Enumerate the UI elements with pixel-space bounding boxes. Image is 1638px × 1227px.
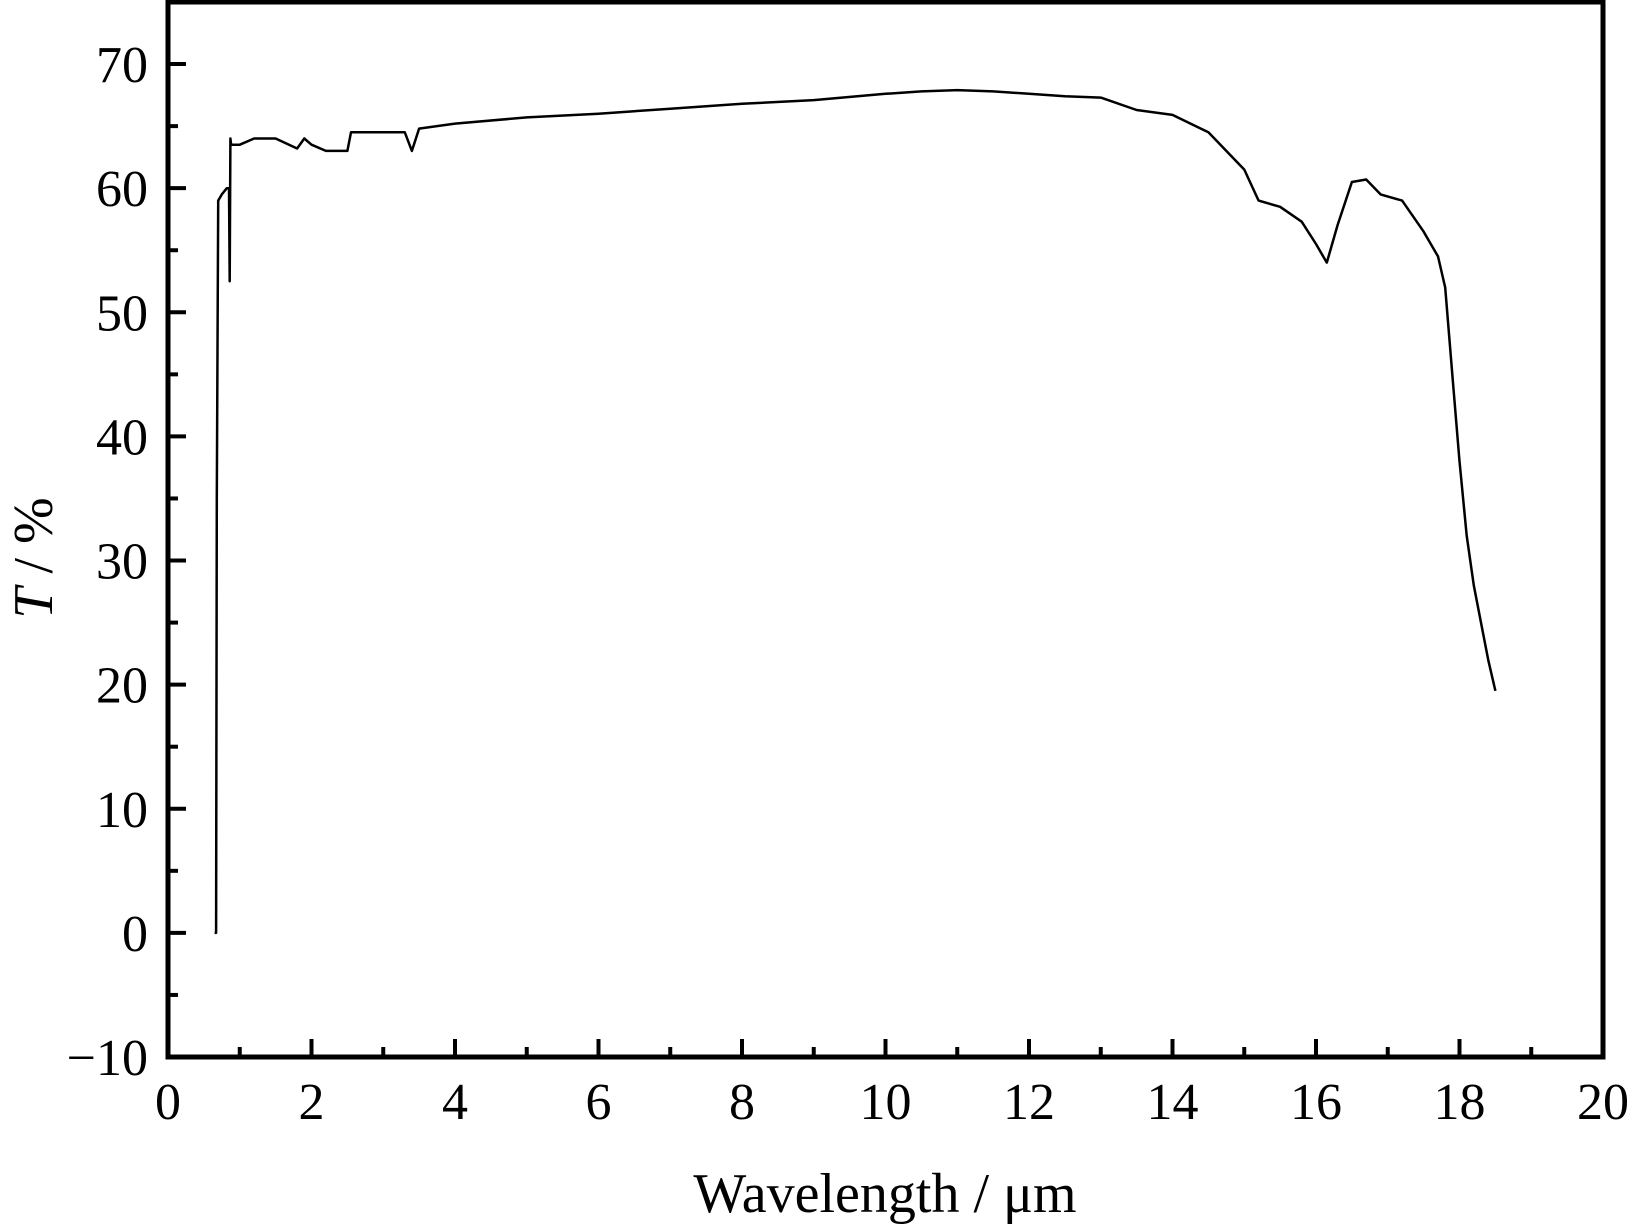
x-tick-label: 16 — [1290, 1074, 1342, 1131]
y-tick-label: 70 — [96, 37, 148, 94]
plot-area — [214, 88, 1497, 935]
x-axis-title: Wavelength / μm — [693, 1163, 1076, 1225]
y-axis: −10 0 10 20 30 40 50 60 70 — [67, 37, 186, 1087]
plot-frame — [165, 0, 1606, 1060]
x-tick-label: 20 — [1577, 1074, 1629, 1131]
x-tick-label: 0 — [155, 1074, 181, 1131]
y-tick-label: 0 — [122, 906, 148, 963]
y-tick-label: 10 — [96, 782, 148, 839]
x-tick-label: 12 — [1003, 1074, 1055, 1131]
x-tick-label: 6 — [586, 1074, 612, 1131]
y-tick-label: −10 — [67, 1030, 148, 1087]
x-tick-label: 2 — [299, 1074, 325, 1131]
x-tick-label: 8 — [729, 1074, 755, 1131]
y-axis-title-symbol: T — [3, 584, 65, 619]
x-tick-label: 4 — [442, 1074, 468, 1131]
y-axis-title: T / % — [3, 497, 65, 618]
y-tick-label: 30 — [96, 534, 148, 591]
x-axis: 0 2 4 6 8 10 12 14 16 18 20 — [155, 1039, 1629, 1131]
y-axis-title-unit: / % — [3, 497, 65, 587]
y-tick-label: 40 — [96, 409, 148, 466]
y-tick-label: 50 — [96, 285, 148, 342]
y-tick-label: 60 — [96, 161, 148, 218]
x-tick-label: 18 — [1434, 1074, 1486, 1131]
x-tick-label: 10 — [860, 1074, 912, 1131]
transmittance-line — [214, 88, 1497, 935]
x-tick-label: 14 — [1147, 1074, 1199, 1131]
y-tick-label: 20 — [96, 658, 148, 715]
